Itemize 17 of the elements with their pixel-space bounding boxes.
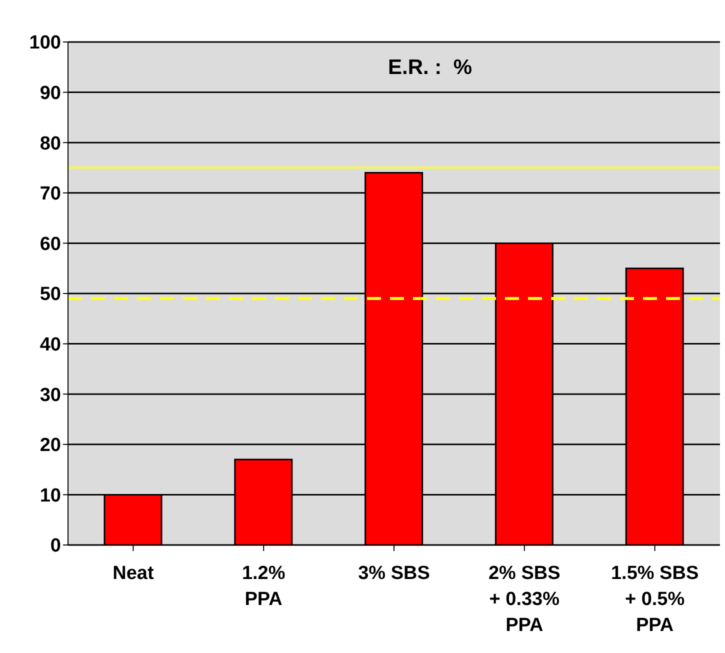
x-tick-label: 1.2% PPA: [242, 563, 286, 610]
y-tick-label: 50: [40, 284, 61, 306]
text: E.R. : %: [388, 56, 472, 80]
y-tick-label: 70: [40, 184, 61, 205]
y-tick-label: 90: [40, 83, 61, 104]
y-tick-label: 40: [40, 334, 61, 356]
x-tick-label: 3% SBS: [358, 563, 430, 584]
y-tick-label: 80: [40, 133, 61, 154]
y-tick-label: 20: [40, 435, 61, 456]
y-tick-label: 10: [40, 485, 61, 506]
y-tick-label: 100: [29, 32, 61, 54]
x-tick-label: 1.5% SBS + 0.5% PPA: [610, 563, 699, 636]
y-tick-label: 0: [50, 536, 61, 557]
x-tick-label: Neat: [112, 563, 154, 584]
y-tick-label: 30: [40, 384, 61, 406]
x-tick-label: 2% SBS + 0.33% PPA: [488, 563, 560, 636]
y-tick-label: 60: [40, 234, 61, 255]
